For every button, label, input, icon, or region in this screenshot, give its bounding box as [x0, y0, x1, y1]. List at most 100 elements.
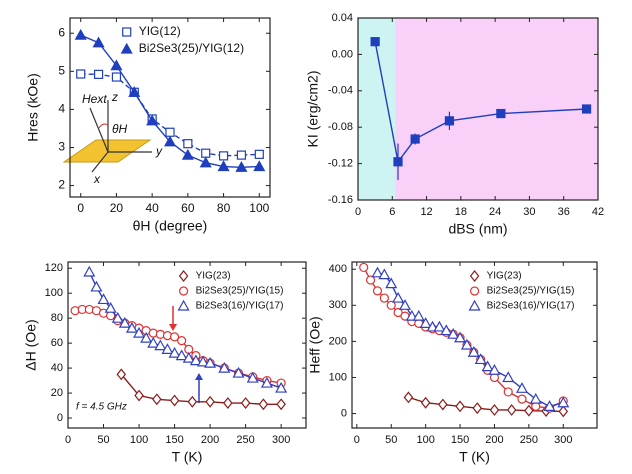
- marker: [189, 354, 202, 366]
- y-tick-label: 5: [58, 63, 65, 77]
- x-tick-label: 200: [485, 434, 503, 446]
- x-tick-label: 12: [420, 206, 432, 218]
- blue-arrow-head: [195, 373, 203, 380]
- marker: [258, 398, 269, 411]
- marker: [385, 277, 398, 289]
- marker: [506, 403, 517, 416]
- marker: [260, 376, 273, 388]
- annotation: Hext: [82, 92, 107, 106]
- x-tick-label: 150: [165, 434, 183, 446]
- legend-label: Bi2Se3(16)/YIG(17): [196, 301, 284, 312]
- legend-label: Bi2Se3(25)/YIG(12): [139, 41, 244, 55]
- y-tick-label: 60: [51, 337, 63, 349]
- marker: [218, 361, 231, 373]
- x-tick-label: 40: [145, 201, 159, 215]
- marker: [92, 36, 105, 48]
- marker: [169, 332, 180, 342]
- x-tick-label: 200: [201, 434, 219, 446]
- x-axis-title: dBS (nm): [448, 221, 507, 237]
- legend-label: Bi2Se3(16)/YIG(17): [487, 301, 575, 312]
- marker: [503, 387, 513, 397]
- legend-marker: [178, 270, 189, 282]
- y-tick-label: 4: [58, 102, 65, 116]
- marker: [168, 346, 181, 358]
- marker: [125, 321, 138, 333]
- plot-frame: [351, 261, 598, 429]
- annotation: θH: [112, 122, 128, 136]
- x-tick-label: 0: [354, 434, 360, 446]
- marker: [359, 262, 369, 273]
- annotation: y: [155, 144, 163, 158]
- marker: [111, 311, 124, 323]
- y-tick-label: -0.12: [328, 158, 353, 170]
- marker: [393, 157, 403, 167]
- x-tick-label: 0: [77, 201, 84, 215]
- marker: [460, 338, 473, 350]
- marker: [183, 139, 193, 149]
- marker: [182, 351, 195, 363]
- marker: [276, 398, 286, 411]
- marker: [253, 160, 266, 172]
- x-tick-label: 250: [520, 434, 538, 446]
- marker: [152, 393, 162, 406]
- annotation: z: [111, 90, 118, 104]
- y-tick-label: 2: [58, 178, 65, 192]
- x-tick-label: 0: [65, 434, 71, 446]
- marker: [169, 394, 180, 407]
- marker: [217, 160, 230, 172]
- marker: [90, 280, 103, 292]
- marker: [76, 69, 86, 79]
- marker: [419, 317, 432, 328]
- x-tick-label: 36: [558, 206, 570, 218]
- inset-field-arrow: [89, 107, 109, 153]
- legend-label: Bi2Se3(25)/YIG(15): [196, 286, 284, 297]
- marker: [440, 324, 453, 336]
- marker: [133, 326, 146, 338]
- legend-marker: [179, 286, 189, 296]
- annotation: x: [93, 172, 101, 186]
- x-tick-label: 24: [489, 206, 501, 218]
- y-tick-label: 40: [51, 362, 63, 374]
- y-tick-label: 3: [58, 140, 65, 154]
- series-line: [374, 41, 587, 164]
- y-tick-label: -0.08: [328, 121, 353, 133]
- marker: [438, 398, 448, 411]
- marker: [517, 394, 527, 404]
- legend-label: YIG(23): [196, 271, 231, 282]
- y-tick-label: 0: [57, 412, 63, 424]
- legend-marker: [470, 286, 480, 296]
- marker: [128, 86, 141, 97]
- x-tick-label: 80: [217, 201, 231, 215]
- marker: [455, 400, 465, 413]
- marker: [454, 331, 467, 343]
- annotation: f = 4.5 GHz: [76, 402, 127, 413]
- marker: [163, 135, 177, 147]
- x-tick-label: 30: [523, 206, 535, 218]
- marker: [474, 353, 487, 365]
- y-tick-label: 20: [51, 387, 63, 399]
- marker: [165, 127, 175, 137]
- series-line: [408, 396, 564, 413]
- marker: [275, 381, 288, 393]
- marker: [379, 293, 389, 303]
- marker: [177, 336, 187, 346]
- x-tick-label: 0: [355, 206, 361, 218]
- marker: [161, 343, 174, 354]
- marker: [118, 316, 131, 328]
- y-tick-label: 6: [58, 25, 65, 39]
- marker: [205, 395, 215, 408]
- marker: [246, 371, 259, 383]
- y-tick-label: -0.04: [328, 85, 353, 97]
- marker: [147, 336, 160, 348]
- x-tick-label: 100: [249, 201, 269, 215]
- marker: [412, 309, 425, 321]
- y-axis-title: Hres (kOe): [25, 73, 41, 141]
- arrows: [169, 306, 203, 403]
- marker: [134, 389, 144, 402]
- marker: [370, 37, 380, 47]
- marker: [93, 69, 104, 79]
- marker: [116, 368, 127, 381]
- marker: [489, 403, 500, 416]
- inset-angle: [98, 123, 109, 129]
